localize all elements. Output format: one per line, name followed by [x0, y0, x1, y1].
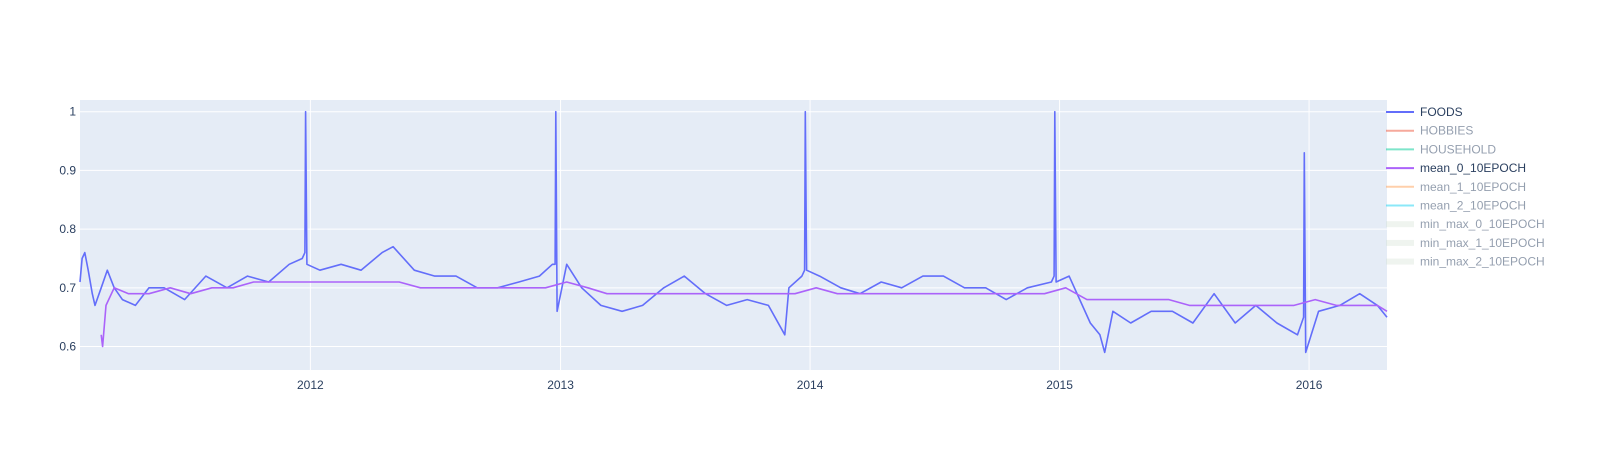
- gridlines: [80, 100, 1387, 370]
- y-tick-label: 0.9: [59, 163, 76, 177]
- legend-swatch: [1386, 258, 1414, 265]
- legend-swatch: [1386, 239, 1414, 246]
- legend-label: mean_2_10EPOCH: [1420, 199, 1526, 213]
- legend[interactable]: FOODS HOBBIES HOUSEHOLD mean_0_10EPOCH mean_…: [1386, 105, 1545, 269]
- legend-item-household[interactable]: HOUSEHOLD: [1386, 142, 1496, 156]
- series-line-mean-0-10epoch: [100, 281, 1388, 348]
- legend-label: mean_1_10EPOCH: [1420, 180, 1526, 194]
- y-tick-label: 1: [69, 105, 76, 119]
- legend-label: min_max_2_10EPOCH: [1420, 255, 1545, 269]
- legend-label: FOODS: [1420, 105, 1463, 119]
- legend-label: HOUSEHOLD: [1420, 142, 1496, 156]
- legend-item-mean-1-10epoch[interactable]: mean_1_10EPOCH: [1386, 180, 1526, 194]
- legend-item-min-max-1-10epoch[interactable]: min_max_1_10EPOCH: [1386, 236, 1545, 250]
- legend-label: HOBBIES: [1420, 124, 1473, 138]
- y-tick-label: 0.7: [59, 281, 76, 295]
- legend-item-mean-0-10epoch[interactable]: mean_0_10EPOCH: [1386, 161, 1526, 175]
- x-tick-label: 2013: [547, 378, 574, 392]
- series-layer: [79, 110, 1388, 354]
- legend-swatch: [1386, 221, 1414, 228]
- legend-label: mean_0_10EPOCH: [1420, 161, 1526, 175]
- legend-item-foods[interactable]: FOODS: [1386, 105, 1463, 119]
- legend-label: min_max_0_10EPOCH: [1420, 217, 1545, 231]
- legend-item-hobbies[interactable]: HOBBIES: [1386, 124, 1473, 138]
- legend-item-min-max-0-10epoch[interactable]: min_max_0_10EPOCH: [1386, 217, 1545, 231]
- x-tick-label: 2014: [797, 378, 824, 392]
- x-tick-label: 2012: [297, 378, 324, 392]
- legend-item-mean-2-10epoch[interactable]: mean_2_10EPOCH: [1386, 199, 1526, 213]
- legend-label: min_max_1_10EPOCH: [1420, 236, 1545, 250]
- x-axis: 2012 2013 2014 2015 2016: [297, 378, 1323, 392]
- y-tick-label: 0.6: [59, 340, 76, 354]
- legend-item-min-max-2-10epoch[interactable]: min_max_2_10EPOCH: [1386, 255, 1545, 269]
- x-tick-label: 2015: [1046, 378, 1073, 392]
- y-axis: 0.6 0.7 0.8 0.9 1: [59, 105, 76, 354]
- y-tick-label: 0.8: [59, 222, 76, 236]
- plot-area: [80, 100, 1387, 370]
- x-tick-label: 2016: [1296, 378, 1323, 392]
